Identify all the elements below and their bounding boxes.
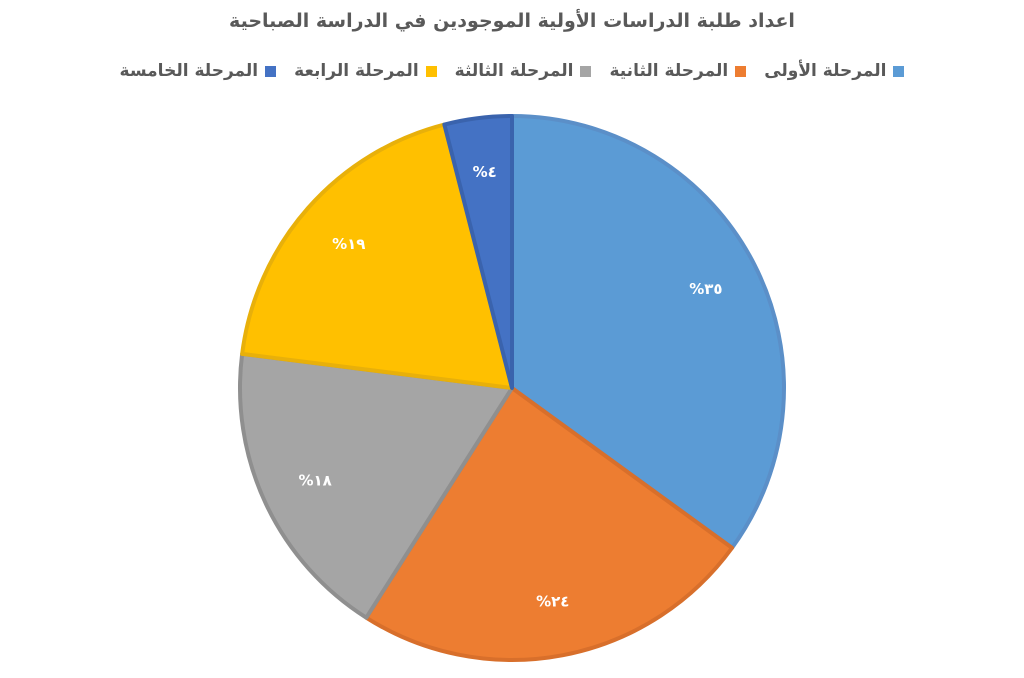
legend-item-stage-3: المرحلة الثالثة — [455, 61, 592, 81]
legend-label-stage-4: المرحلة الرابعة — [294, 61, 419, 81]
pie-slice-stage-3 — [238, 351, 514, 620]
legend-swatch-stage-2 — [735, 65, 747, 77]
legend-label-stage-5: المرحلة الخامسة — [119, 61, 259, 81]
legend-swatch-stage-5 — [265, 65, 277, 77]
legend-label-stage-1: المرحلة الأولى — [764, 61, 887, 81]
legend-label-stage-3: المرحلة الثالثة — [454, 61, 574, 81]
legend-swatch-stage-4 — [425, 65, 437, 77]
legend-item-stage-5: المرحلة الخامسة — [120, 61, 277, 81]
legend-swatch-stage-3 — [580, 65, 592, 77]
pie-label-stage-3: %١٨ — [298, 472, 331, 490]
legend-swatch-stage-1 — [893, 65, 905, 77]
legend-item-stage-1: المرحلة الأولى — [764, 61, 905, 81]
pie-label-stage-4: %١٩ — [332, 235, 365, 253]
legend-item-stage-2: المرحلة الثانية — [609, 61, 747, 81]
legend-label-stage-2: المرحلة الثانية — [609, 61, 729, 81]
chart-title: اعداد طلبة الدراسات الأولية الموجودين في… — [229, 10, 795, 32]
pie-slice-stage-2 — [364, 386, 735, 662]
legend-item-stage-4: المرحلة الرابعة — [294, 61, 437, 81]
pie-slice-stage-5 — [442, 114, 514, 390]
pie-slice-stage-1 — [510, 114, 786, 550]
chart-legend: المرحلة الأولى المرحلة الثانية المرحلة ا… — [0, 61, 1024, 81]
pie-label-stage-5: %٤ — [473, 163, 497, 181]
pie-label-stage-1: %٣٥ — [689, 280, 722, 298]
pie-slice-stage-4 — [240, 122, 514, 390]
pie-label-stage-2: %٢٤ — [536, 593, 569, 611]
